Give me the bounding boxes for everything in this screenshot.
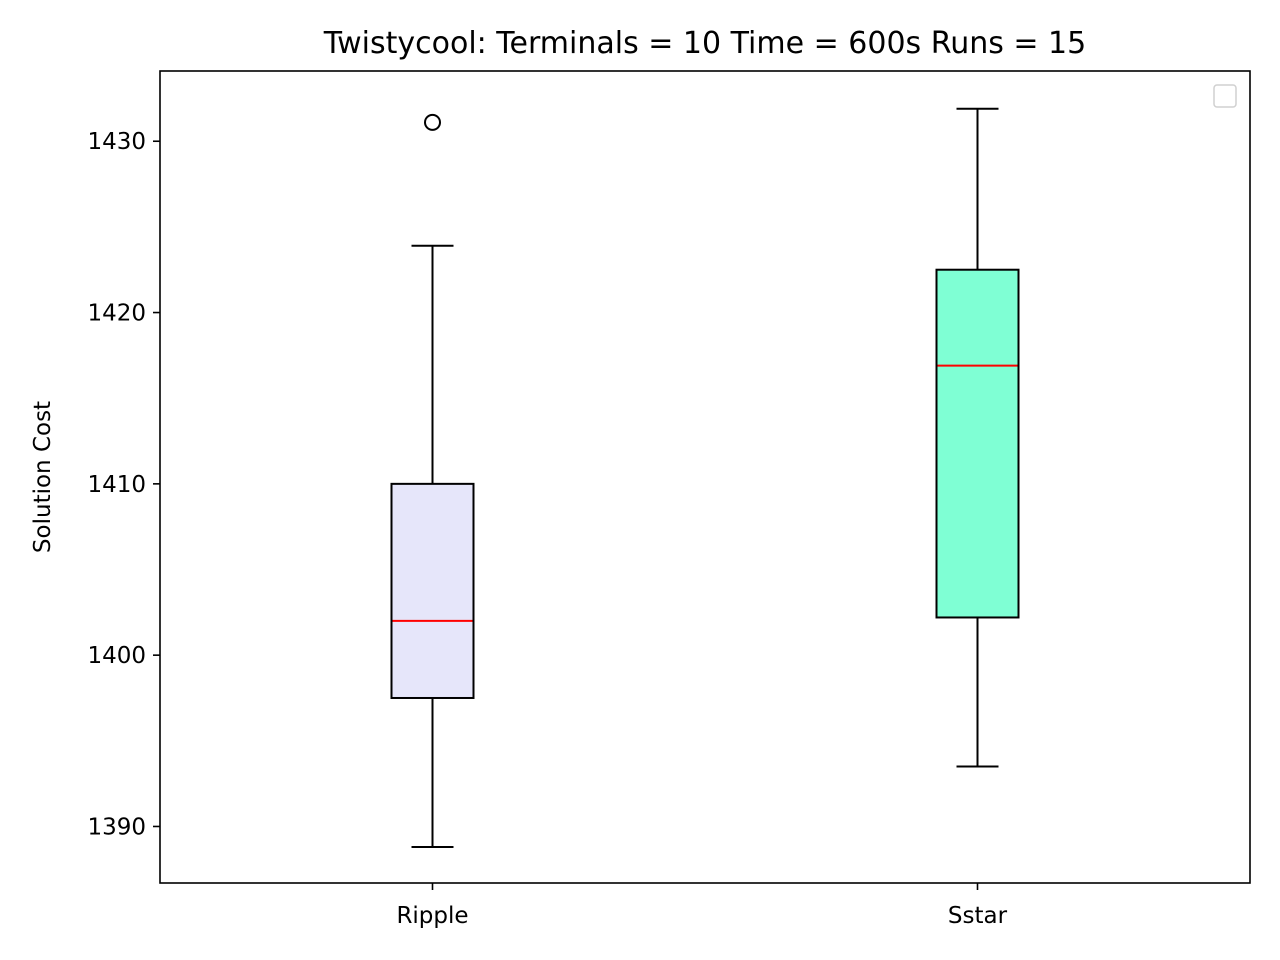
plot-area: 1390 1400 1410 1420 1430 Ripple Sstar [87, 107, 1020, 929]
y-axis-label: Solution Cost [30, 401, 56, 553]
y-tick-label: 1430 [87, 129, 146, 155]
y-tick-label: 1390 [87, 814, 146, 840]
plot-frame [159, 70, 1251, 884]
box-ripple [390, 482, 475, 699]
empty-legend-box [1213, 84, 1237, 108]
x-tick-label: Ripple [396, 903, 468, 929]
y-tick-label: 1400 [87, 643, 146, 669]
y-tick-label: 1410 [87, 472, 146, 498]
chart-title: Twistycool: Terminals = 10 Time = 600s R… [323, 26, 1086, 61]
y-tick-label: 1420 [87, 301, 146, 327]
box-sstar [935, 268, 1020, 619]
outlier-point [424, 113, 441, 131]
x-tick-label: Sstar [948, 903, 1008, 929]
